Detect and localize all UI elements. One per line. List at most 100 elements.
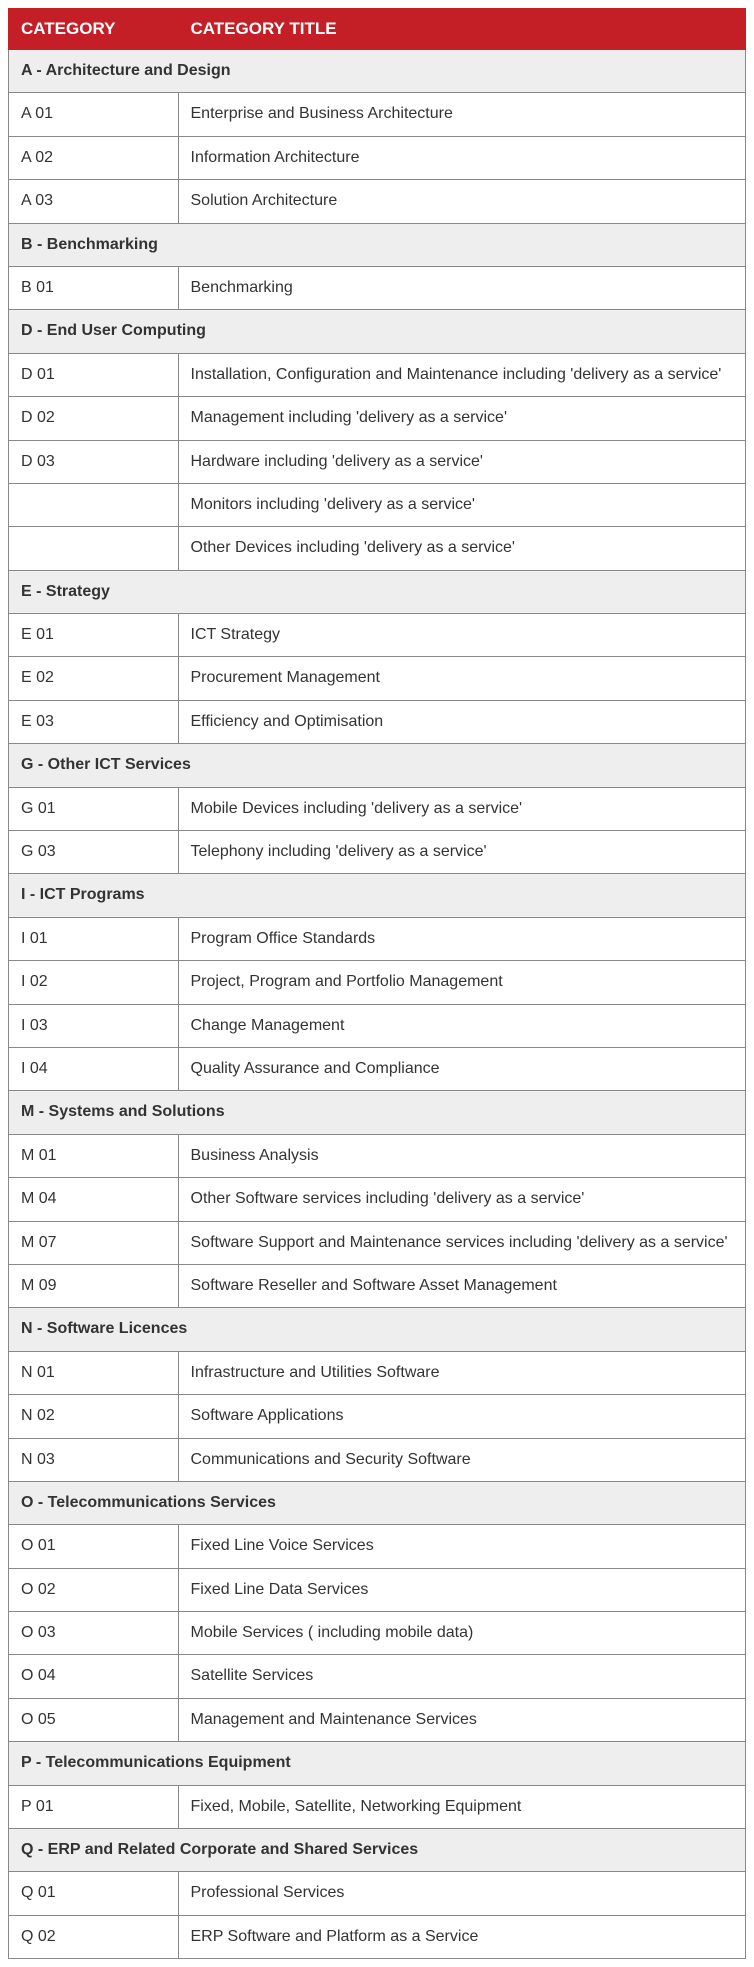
cell-category-title: Mobile Devices including 'delivery as a … (178, 787, 746, 830)
cell-category-title: ERP Software and Platform as a Service (178, 1915, 746, 1958)
table-row: O 05Management and Maintenance Services (9, 1698, 746, 1741)
cell-category-title: Efficiency and Optimisation (178, 700, 746, 743)
table-row: E 02Procurement Management (9, 657, 746, 700)
section-header-row: M - Systems and Solutions (9, 1091, 746, 1134)
section-title: M - Systems and Solutions (9, 1091, 746, 1134)
cell-category-title: Project, Program and Portfolio Managemen… (178, 961, 746, 1004)
table-row: M 01Business Analysis (9, 1134, 746, 1177)
section-title: E - Strategy (9, 570, 746, 613)
section-title: A - Architecture and Design (9, 50, 746, 93)
cell-category-code: P 01 (9, 1785, 179, 1828)
cell-category-code: M 01 (9, 1134, 179, 1177)
cell-category-code: D 01 (9, 353, 179, 396)
table-row: N 03Communications and Security Software (9, 1438, 746, 1481)
section-title: D - End User Computing (9, 310, 746, 353)
section-header-row: D - End User Computing (9, 310, 746, 353)
cell-category-title: Installation, Configuration and Maintena… (178, 353, 746, 396)
cell-category-title: Mobile Services ( including mobile data) (178, 1612, 746, 1655)
table-row: O 04Satellite Services (9, 1655, 746, 1698)
table-row: Monitors including 'delivery as a servic… (9, 483, 746, 526)
cell-category-code: A 03 (9, 180, 179, 223)
cell-category-title: Information Architecture (178, 136, 746, 179)
cell-category-code: D 03 (9, 440, 179, 483)
section-header-row: I - ICT Programs (9, 874, 746, 917)
table-row: D 01Installation, Configuration and Main… (9, 353, 746, 396)
section-header-row: B - Benchmarking (9, 223, 746, 266)
table-row: I 04Quality Assurance and Compliance (9, 1047, 746, 1090)
cell-category-title: Hardware including 'delivery as a servic… (178, 440, 746, 483)
section-header-row: N - Software Licences (9, 1308, 746, 1351)
table-row: D 03Hardware including 'delivery as a se… (9, 440, 746, 483)
cell-category-title: Other Software services including 'deliv… (178, 1178, 746, 1221)
cell-category-title: Infrastructure and Utilities Software (178, 1351, 746, 1394)
cell-category-code: N 01 (9, 1351, 179, 1394)
cell-category-code: E 01 (9, 614, 179, 657)
section-header-row: A - Architecture and Design (9, 50, 746, 93)
table-row: Other Devices including 'delivery as a s… (9, 527, 746, 570)
table-row: P 01Fixed, Mobile, Satellite, Networking… (9, 1785, 746, 1828)
cell-category-title: Software Support and Maintenance service… (178, 1221, 746, 1264)
table-row: D 02Management including 'delivery as a … (9, 397, 746, 440)
table-row: M 09Software Reseller and Software Asset… (9, 1264, 746, 1307)
cell-category-title: Procurement Management (178, 657, 746, 700)
cell-category-title: Software Reseller and Software Asset Man… (178, 1264, 746, 1307)
table-row: Q 01Professional Services (9, 1872, 746, 1915)
table-header-row: CATEGORY CATEGORY TITLE (9, 9, 746, 50)
cell-category-code: I 03 (9, 1004, 179, 1047)
cell-category-title: Communications and Security Software (178, 1438, 746, 1481)
cell-category-title: Quality Assurance and Compliance (178, 1047, 746, 1090)
table-row: I 03Change Management (9, 1004, 746, 1047)
section-title: O - Telecommunications Services (9, 1481, 746, 1524)
table-row: A 02Information Architecture (9, 136, 746, 179)
section-title: I - ICT Programs (9, 874, 746, 917)
cell-category-code: M 09 (9, 1264, 179, 1307)
table-row: I 01Program Office Standards (9, 917, 746, 960)
cell-category-title: Fixed Line Voice Services (178, 1525, 746, 1568)
cell-category-code (9, 483, 179, 526)
cell-category-title: Telephony including 'delivery as a servi… (178, 831, 746, 874)
section-header-row: E - Strategy (9, 570, 746, 613)
table-row: M 07Software Support and Maintenance ser… (9, 1221, 746, 1264)
cell-category-code: A 01 (9, 93, 179, 136)
table-row: B 01Benchmarking (9, 266, 746, 309)
cell-category-title: Management including 'delivery as a serv… (178, 397, 746, 440)
cell-category-code (9, 527, 179, 570)
cell-category-title: Software Applications (178, 1395, 746, 1438)
cell-category-code: O 01 (9, 1525, 179, 1568)
section-header-row: G - Other ICT Services (9, 744, 746, 787)
cell-category-code: Q 02 (9, 1915, 179, 1958)
cell-category-code: O 03 (9, 1612, 179, 1655)
cell-category-title: Program Office Standards (178, 917, 746, 960)
section-title: G - Other ICT Services (9, 744, 746, 787)
section-header-row: Q - ERP and Related Corporate and Shared… (9, 1829, 746, 1872)
cell-category-code: I 04 (9, 1047, 179, 1090)
table-row: G 01Mobile Devices including 'delivery a… (9, 787, 746, 830)
cell-category-code: I 01 (9, 917, 179, 960)
category-table: CATEGORY CATEGORY TITLE A - Architecture… (8, 8, 746, 1959)
cell-category-code: Q 01 (9, 1872, 179, 1915)
cell-category-title: Satellite Services (178, 1655, 746, 1698)
cell-category-title: Fixed Line Data Services (178, 1568, 746, 1611)
cell-category-code: O 04 (9, 1655, 179, 1698)
table-row: O 03Mobile Services ( including mobile d… (9, 1612, 746, 1655)
cell-category-code: E 02 (9, 657, 179, 700)
cell-category-code: M 07 (9, 1221, 179, 1264)
cell-category-code: I 02 (9, 961, 179, 1004)
cell-category-code: N 03 (9, 1438, 179, 1481)
section-title: P - Telecommunications Equipment (9, 1742, 746, 1785)
cell-category-title: Business Analysis (178, 1134, 746, 1177)
cell-category-code: O 02 (9, 1568, 179, 1611)
table-row: Q 02ERP Software and Platform as a Servi… (9, 1915, 746, 1958)
cell-category-title: Enterprise and Business Architecture (178, 93, 746, 136)
table-row: M 04Other Software services including 'd… (9, 1178, 746, 1221)
cell-category-code: D 02 (9, 397, 179, 440)
section-title: B - Benchmarking (9, 223, 746, 266)
header-category-title: CATEGORY TITLE (178, 9, 746, 50)
section-title: N - Software Licences (9, 1308, 746, 1351)
table-row: I 02Project, Program and Portfolio Manag… (9, 961, 746, 1004)
cell-category-code: N 02 (9, 1395, 179, 1438)
cell-category-title: Other Devices including 'delivery as a s… (178, 527, 746, 570)
cell-category-code: G 01 (9, 787, 179, 830)
cell-category-title: Fixed, Mobile, Satellite, Networking Equ… (178, 1785, 746, 1828)
cell-category-title: Change Management (178, 1004, 746, 1047)
